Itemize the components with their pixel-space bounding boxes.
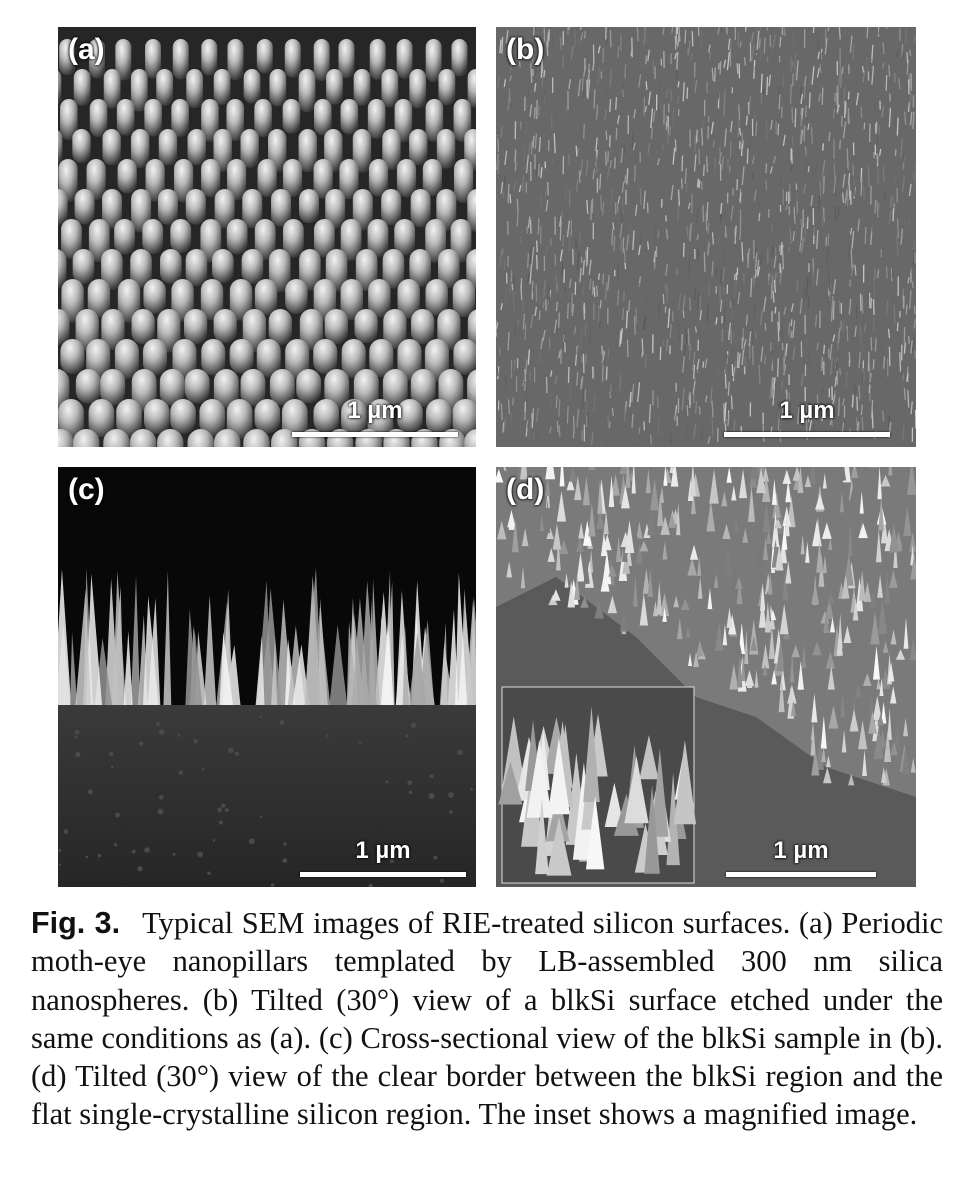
sem-panel-c: (c) 1 µm <box>58 467 476 887</box>
scale-label-d: 1 µm <box>773 837 829 864</box>
border-region-image <box>496 467 916 887</box>
scale-bar-b: 1 µm <box>724 397 890 437</box>
blksi-surface-image <box>496 27 916 447</box>
scale-label-b: 1 µm <box>779 397 835 424</box>
scale-bar-line-a <box>292 432 458 437</box>
sem-panel-b: (b) 1 µm <box>496 27 916 447</box>
panel-label-d: (d) <box>506 473 545 506</box>
caption-text: Typical SEM images of RIE-treated silico… <box>31 906 943 1132</box>
scale-bar-c: 1 µm <box>300 837 466 877</box>
panel-label-b: (b) <box>506 33 545 66</box>
scale-bar-line-d <box>726 872 876 877</box>
scale-bar-d: 1 µm <box>726 837 876 877</box>
panel-label-c: (c) <box>68 473 105 506</box>
sem-panel-a: (a) 1 µm <box>58 27 476 447</box>
cross-section-image <box>58 467 476 887</box>
sem-panel-d: (d) 1 µm <box>496 467 916 887</box>
scale-bar-a: 1 µm <box>292 397 458 437</box>
scale-bar-line-b <box>724 432 890 437</box>
nanopillar-image <box>58 27 476 447</box>
scale-label-c: 1 µm <box>355 837 411 864</box>
scale-bar-line-c <box>300 872 466 877</box>
panel-label-a: (a) <box>68 33 105 66</box>
figure-number: Fig. 3. <box>31 906 121 940</box>
figure-caption: Fig. 3. Typical SEM images of RIE-treated… <box>31 904 943 1134</box>
scale-label-a: 1 µm <box>347 397 403 424</box>
